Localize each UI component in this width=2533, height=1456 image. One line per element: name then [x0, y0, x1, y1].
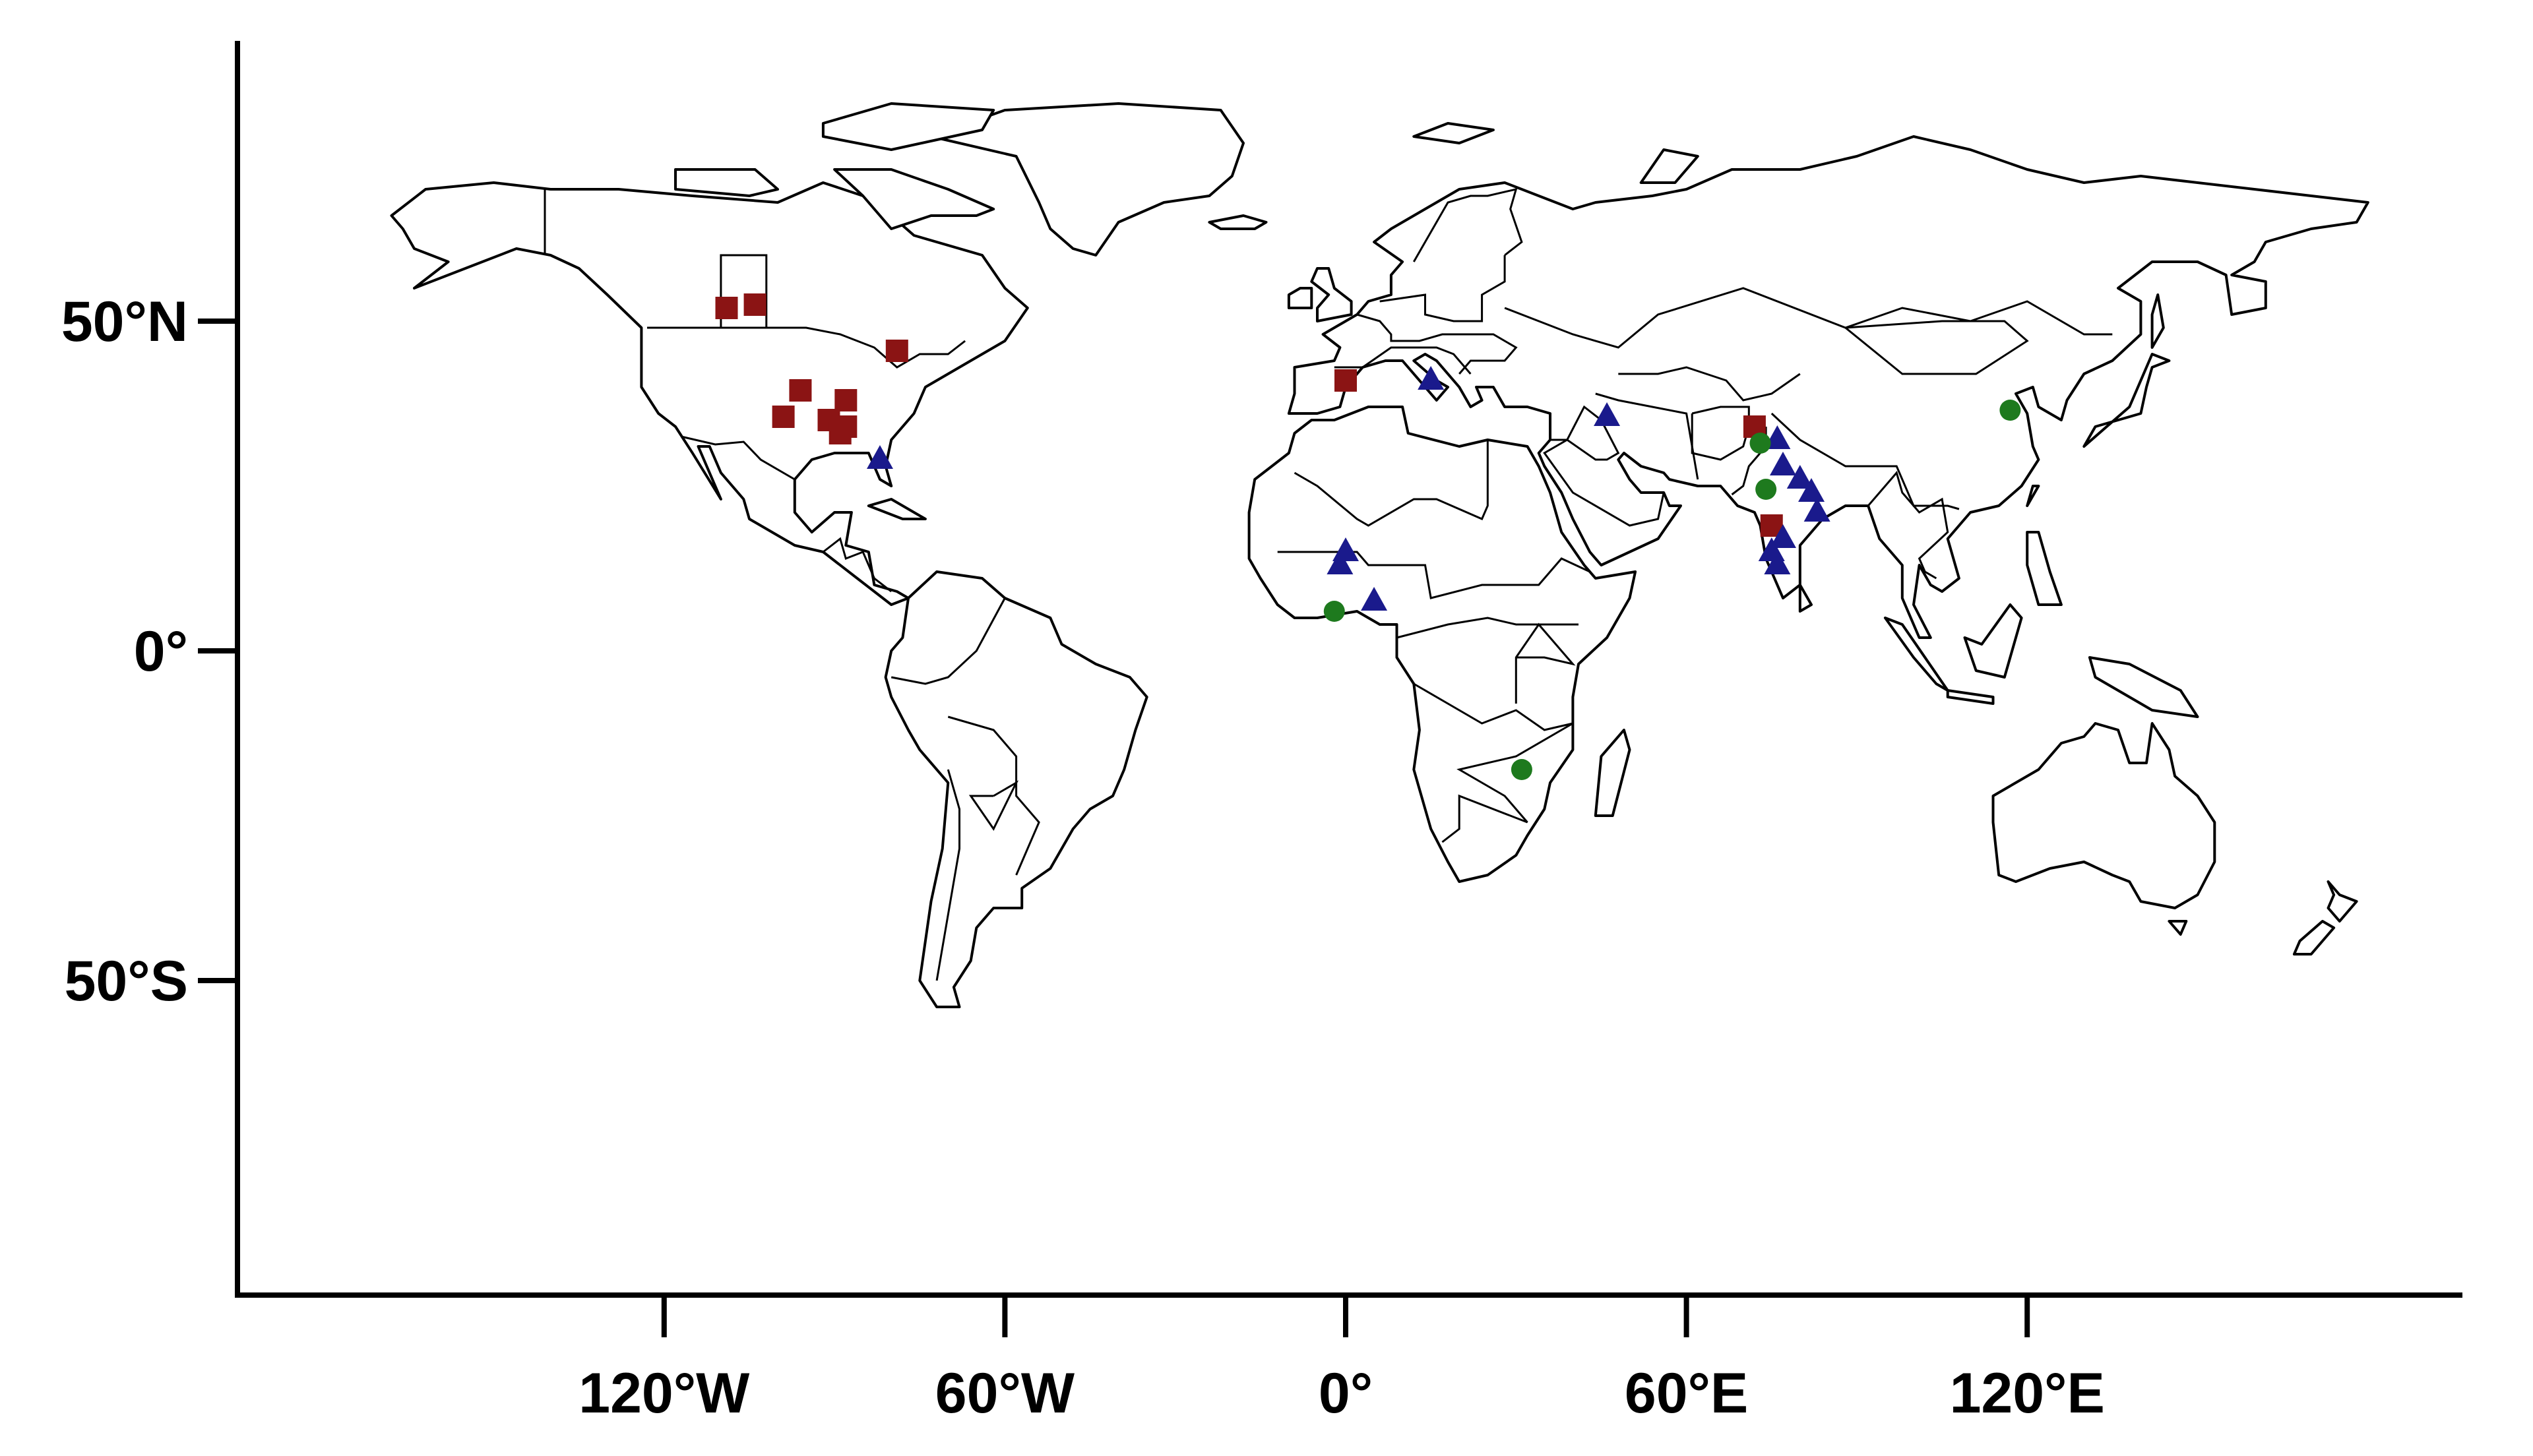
- axis-ticks-layer: 120°W 60°W 0° 60°E 120°E 50°N 0° 50°S: [61, 290, 2105, 1425]
- britain-outline: [1310, 267, 1353, 322]
- eurasia-outline: [1287, 135, 2369, 639]
- triangle-site-marker: [1798, 478, 1825, 502]
- middle-east-borders: [1543, 405, 1665, 527]
- central-america-borders: [822, 537, 892, 593]
- europe-borders-1: [1356, 313, 1518, 375]
- triangle-site-marker: [1803, 498, 1830, 522]
- square-site-marker: [715, 297, 738, 319]
- south-america-borders-2: [947, 715, 1040, 876]
- triangle-site-marker: [1418, 366, 1445, 390]
- philippines-outline: [2026, 531, 2063, 606]
- triangle-site-marker: [1327, 551, 1354, 574]
- x-tick-label: 60°W: [935, 1362, 1075, 1425]
- triangle-site-marker: [1361, 587, 1388, 611]
- africa-outline: [1247, 406, 1637, 883]
- japan-outline: [2082, 353, 2171, 448]
- us-mexico-border: [681, 435, 796, 481]
- circle-site-marker: [1511, 759, 1532, 780]
- new-zealand-south-outline: [2292, 920, 2336, 956]
- triangle-site-marker: [1769, 452, 1796, 475]
- sahara-borders: [1294, 440, 1489, 527]
- y-tick-label: 50°N: [61, 290, 188, 353]
- y-tick-label: 0°: [134, 620, 188, 683]
- circle-site-marker: [1323, 601, 1345, 622]
- cuba-outline: [867, 498, 927, 520]
- new-zealand-north-outline: [2327, 880, 2358, 923]
- svalbard-outline: [1412, 122, 1495, 144]
- tasmania-outline: [2168, 920, 2188, 936]
- borneo-outline: [1963, 603, 2023, 679]
- square-site-marker: [743, 293, 766, 316]
- continents-layer: [390, 102, 2369, 1008]
- north-america-outline: [390, 181, 1029, 606]
- canada-provinces: [720, 254, 768, 328]
- us-canada-border: [647, 326, 966, 369]
- x-tick-label: 60°E: [1625, 1362, 1748, 1425]
- novaya-zemlya-outline: [1639, 148, 1699, 184]
- victoria-island-outline: [674, 168, 779, 197]
- southern-africa-borders: [1413, 682, 1574, 843]
- central-asia-borders: [1618, 366, 1801, 402]
- x-tick-label: 120°E: [1950, 1362, 2105, 1425]
- circle-site-marker: [1749, 433, 1771, 454]
- mongolia-border: [1844, 320, 2029, 375]
- x-tick-label: 0°: [1319, 1362, 1373, 1425]
- australia-outline: [1991, 722, 2216, 909]
- iceland-outline: [1208, 214, 1268, 230]
- country-borders-layer: [544, 187, 2113, 981]
- square-site-marker: [1334, 369, 1357, 392]
- europe-borders-3: [1334, 346, 1472, 375]
- triangle-site-marker: [1764, 551, 1791, 574]
- ireland-outline: [1287, 287, 1313, 309]
- south-america-borders-1: [891, 597, 1006, 685]
- sakhalin-outline: [2150, 293, 2165, 349]
- south-america-borders-3: [935, 769, 960, 981]
- triangle-site-marker: [1594, 402, 1621, 426]
- sahel-borders: [1277, 551, 1590, 599]
- east-africa-borders: [1515, 622, 1576, 704]
- java-outline: [1946, 689, 1995, 705]
- x-tick-label: 120°W: [579, 1362, 750, 1425]
- square-site-marker: [829, 422, 852, 444]
- square-site-marker: [885, 340, 908, 362]
- sumatra-outline: [1883, 617, 1949, 692]
- square-site-marker: [772, 406, 795, 428]
- southeast-asia-borders: [1867, 470, 1949, 580]
- south-america-borders-4: [968, 780, 1019, 831]
- scandinavia-borders: [1412, 187, 1523, 262]
- china-south-border: [1770, 412, 1960, 510]
- y-tick-label: 50°S: [65, 950, 188, 1013]
- europe-borders-2: [1379, 255, 1506, 322]
- ellesmere-island-outline: [821, 102, 995, 151]
- taiwan-outline: [2026, 485, 2040, 507]
- circle-site-marker: [1999, 400, 2021, 421]
- madagascar-outline: [1594, 729, 1631, 817]
- sri-lanka-outline: [1798, 584, 1813, 613]
- triangle-site-marker: [1786, 465, 1813, 489]
- data-points-layer: [715, 293, 2021, 780]
- square-site-marker: [834, 389, 858, 411]
- triangle-site-marker: [1769, 524, 1796, 548]
- triangle-site-marker: [866, 445, 893, 469]
- greenland-outline: [929, 102, 1245, 257]
- square-site-marker: [789, 379, 812, 402]
- central-africa-borders: [1396, 617, 1579, 639]
- baffin-island-outline: [833, 168, 995, 230]
- circle-site-marker: [1755, 479, 1777, 500]
- new-guinea-outline: [2088, 656, 2199, 718]
